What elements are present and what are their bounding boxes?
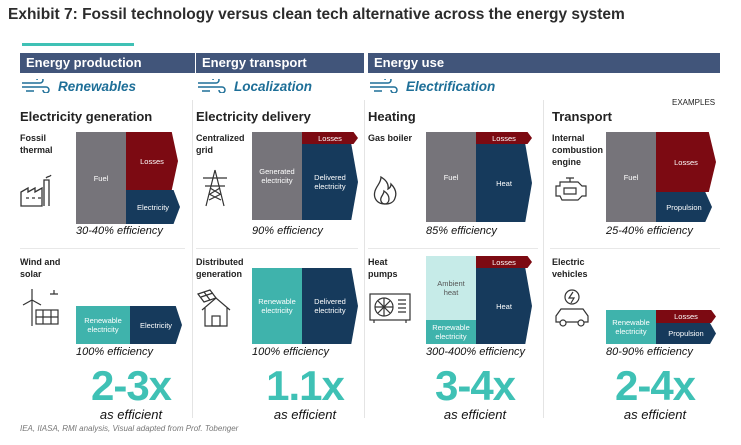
segment-fuel: Fuel	[426, 132, 476, 222]
segment-renewable-electricity: Renewable electricity	[76, 306, 130, 344]
section-head-production: Energy production	[20, 53, 195, 73]
row-label-fossil-thermal: Fossil thermal	[20, 133, 53, 155]
efficiency-ev: 80-90% efficiency	[606, 346, 693, 358]
solar-house-icon	[197, 289, 231, 327]
segment-fuel: Fuel	[76, 132, 126, 224]
subhead-electrification-label: Electrification	[406, 79, 496, 94]
subhead-renewables: Renewables	[20, 79, 136, 94]
column-divider	[543, 100, 544, 418]
row-label-electric-vehicles: Electric vehicles	[552, 257, 588, 279]
row-label-distributed-generation: Distributed generation	[196, 257, 244, 279]
heat-pump-icon	[369, 293, 411, 323]
efficiency-centralized: 90% efficiency	[252, 225, 323, 237]
segment-fuel: Fuel	[606, 132, 656, 222]
segment-losses: Losses	[476, 132, 532, 144]
wind-icon	[198, 79, 226, 93]
exhibit-title: Exhibit 7: Fossil technology versus clea…	[8, 6, 625, 23]
subhead-renewables-label: Renewables	[58, 79, 137, 94]
factor-heating: 3-4x	[434, 362, 516, 409]
segment-propulsion: Propulsion	[656, 323, 716, 344]
section-head-transport: Energy transport	[196, 53, 364, 73]
efficiency-gas-boiler: 85% efficiency	[426, 225, 497, 237]
segment-delivered-electricity: Delivered electricity	[302, 268, 358, 344]
factor-generation: 2-3x	[90, 362, 172, 409]
row-divider	[368, 248, 538, 249]
row-divider	[196, 248, 358, 249]
segment-losses: Losses	[126, 132, 178, 190]
segment-renewable-electricity: Renewable electricity	[252, 268, 302, 344]
segment-losses: Losses	[656, 132, 716, 192]
factor-label-generation: as efficient	[99, 407, 163, 422]
factor-label-delivery: as efficient	[273, 407, 337, 422]
column-heading-generation: Electricity generation	[20, 109, 153, 124]
factor-delivery: 1.1x	[266, 362, 345, 409]
wind-solar-icon	[22, 289, 59, 326]
power-pylon-icon	[203, 169, 227, 207]
column-heading-heating: Heating	[368, 109, 416, 124]
column-heading-transport: Transport	[552, 109, 612, 124]
factor-label-transport: as efficient	[623, 407, 687, 422]
column-divider	[364, 100, 365, 418]
segment-renewable-electricity: Renewable electricity	[606, 310, 656, 344]
segment-losses: Losses	[656, 310, 716, 323]
row-label-heat-pumps: Heat pumps	[368, 257, 398, 279]
segment-electricity: Electricity	[126, 190, 180, 224]
factor-transport: 2-4x	[614, 362, 696, 409]
segment-heat: Heat	[476, 144, 532, 222]
segment-generated-electricity: Generated electricity	[252, 132, 302, 220]
column-heading-delivery: Electricity delivery	[196, 109, 311, 124]
row-label-ice: Internal combustion engine	[552, 133, 603, 167]
row-divider	[20, 248, 185, 249]
segment-losses: Losses	[302, 132, 358, 144]
flame-icon	[373, 175, 397, 205]
segment-losses: Losses	[476, 256, 532, 268]
segment-propulsion: Propulsion	[656, 192, 712, 222]
factor-label-heating: as efficient	[443, 407, 507, 422]
row-label-wind-solar: Wind and solar	[20, 257, 61, 279]
factory-icon	[20, 174, 52, 207]
row-label-gas-boiler: Gas boiler	[368, 133, 413, 143]
subhead-localization: Localization	[196, 79, 312, 94]
efficiency-wind-solar: 100% efficiency	[76, 346, 154, 358]
row-divider	[550, 248, 720, 249]
examples-label: EXAMPLES	[672, 98, 716, 107]
segment-heat: Heat	[476, 268, 532, 344]
segment-delivered-electricity: Delivered electricity	[302, 144, 358, 220]
column-divider	[192, 100, 193, 418]
electric-car-icon	[555, 289, 589, 327]
subhead-localization-label: Localization	[234, 79, 313, 94]
segment-electricity: Electricity	[130, 306, 182, 344]
segment-ambient-heat: Ambient heat	[426, 256, 476, 320]
row-label-centralized-grid: Centralized grid	[196, 133, 245, 155]
efficiency-fossil: 30-40% efficiency	[76, 225, 163, 237]
efficiency-heat-pumps: 300-400% efficiency	[426, 346, 526, 358]
source-note: IEA, IIASA, RMI analysis, Visual adapted…	[20, 424, 239, 433]
subhead-electrification: Electrification	[368, 79, 495, 94]
wind-icon	[370, 79, 398, 93]
efficiency-ice: 25-40% efficiency	[606, 225, 693, 237]
efficiency-distributed: 100% efficiency	[252, 346, 330, 358]
segment-renewable-electricity: Renewable electricity	[426, 320, 476, 344]
wind-icon	[22, 79, 50, 93]
engine-icon	[555, 177, 587, 201]
section-head-use: Energy use	[368, 53, 720, 73]
title-accent-line	[22, 43, 134, 46]
